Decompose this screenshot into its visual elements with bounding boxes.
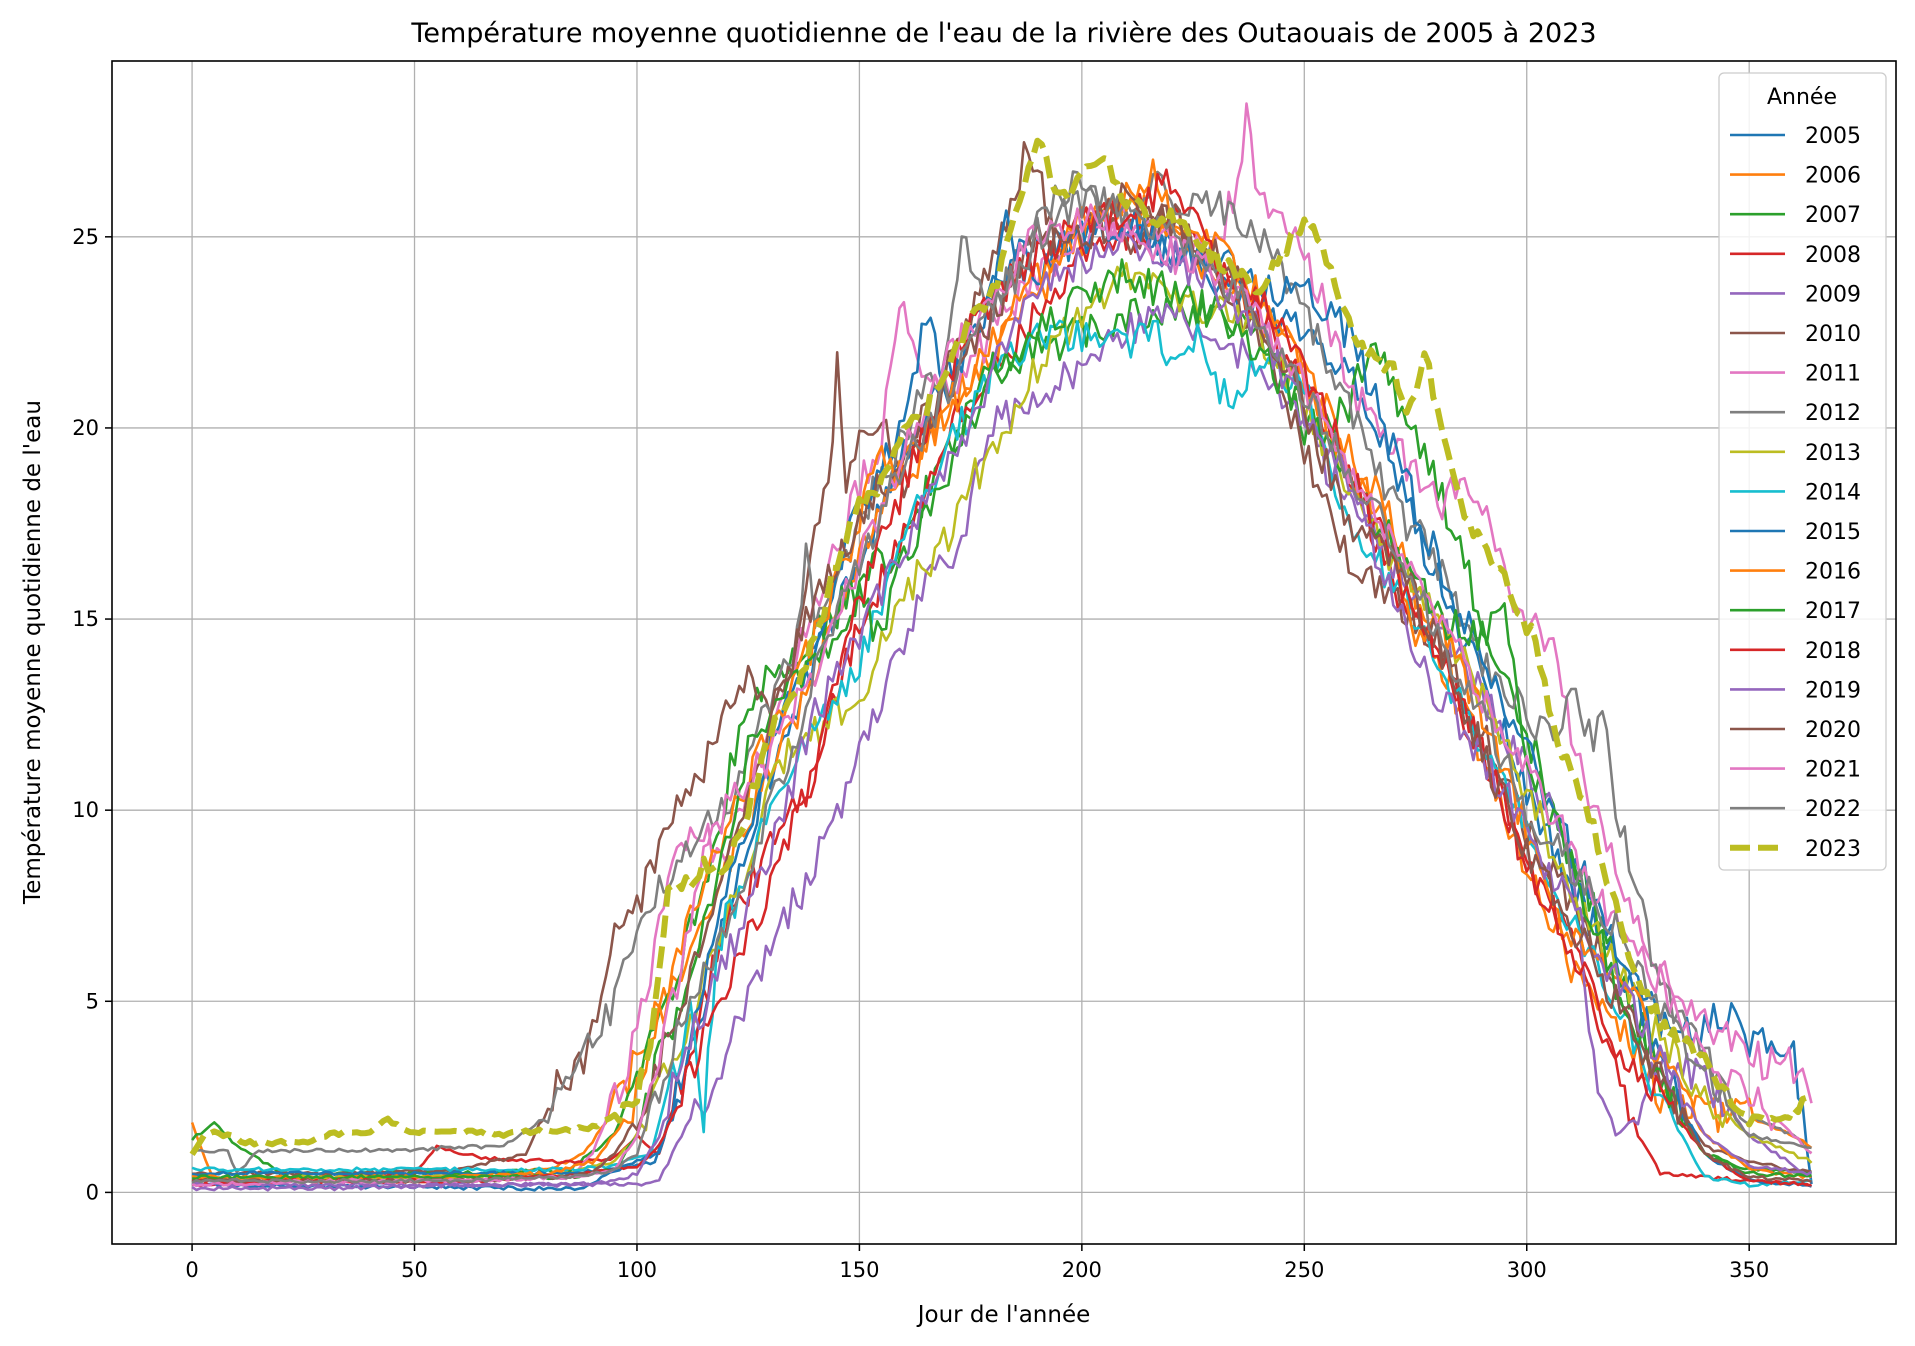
y-tick-label: 0 — [86, 1180, 99, 1204]
legend-items: 2005 2006 2007 2008 2009 2010 2011 2012 2013 2014… — [1730, 124, 1861, 862]
series-line-2019 — [191, 231, 1813, 1192]
legend-label-2009: 2009 — [1805, 282, 1861, 307]
plot-frame — [111, 60, 1897, 1245]
legend-label-2010: 2010 — [1805, 322, 1861, 347]
series-line-2014 — [191, 319, 1812, 1188]
grid — [112, 61, 1896, 1244]
legend-label-2016: 2016 — [1805, 560, 1861, 585]
legend-label-2013: 2013 — [1805, 441, 1861, 466]
legend-label-2008: 2008 — [1805, 243, 1861, 268]
legend-label-2014: 2014 — [1805, 480, 1861, 505]
y-axis-label: Température moyenne quotidienne de l'eau — [20, 400, 46, 905]
series-line-2007 — [191, 297, 1812, 1177]
series-line-2022 — [191, 186, 1812, 1185]
legend-box — [1718, 72, 1887, 871]
legend-label-2015: 2015 — [1805, 520, 1861, 545]
legend-label-2023: 2023 — [1805, 837, 1861, 862]
legend-label-2012: 2012 — [1805, 401, 1861, 426]
legend-label-2022: 2022 — [1805, 797, 1861, 822]
legend-label-2006: 2006 — [1805, 164, 1861, 189]
series-line-2017 — [192, 258, 1812, 1181]
chart-title: Température moyenne quotidienne de l'eau… — [410, 18, 1596, 49]
legend-label-2020: 2020 — [1805, 718, 1861, 743]
legend: Année 2005200620072008200920102011201220… — [1718, 72, 1887, 871]
series-line-2012 — [191, 170, 1813, 1174]
legend-label-2017: 2017 — [1805, 599, 1861, 624]
legend-label-2005: 2005 — [1805, 124, 1861, 149]
legend-label-2007: 2007 — [1805, 203, 1861, 228]
y-tick-label: 10 — [72, 798, 99, 822]
series-line-2023 — [189, 137, 1814, 1157]
x-tick-label: 150 — [839, 1258, 879, 1282]
series-line-2018 — [191, 168, 1812, 1187]
x-tick-label: 0 — [185, 1258, 198, 1282]
legend-label-2019: 2019 — [1805, 678, 1861, 703]
legend-label-2021: 2021 — [1805, 758, 1861, 783]
x-axis-label: Jour de l'année — [916, 1302, 1091, 1328]
y-axis-ticks: 0 5 10 15 20 25 — [72, 225, 112, 1204]
y-tick-label: 25 — [72, 225, 99, 249]
x-tick-label: 50 — [401, 1258, 428, 1282]
plot-lines — [189, 102, 1814, 1192]
y-tick-label: 20 — [72, 416, 99, 440]
x-tick-label: 300 — [1507, 1258, 1547, 1282]
x-tick-label: 100 — [617, 1258, 657, 1282]
legend-title: Année — [1767, 85, 1837, 110]
y-tick-label: 15 — [72, 607, 99, 631]
x-tick-label: 350 — [1729, 1258, 1769, 1282]
y-tick-label: 5 — [86, 989, 99, 1013]
x-tick-label: 250 — [1284, 1258, 1324, 1282]
x-tick-label: 200 — [1062, 1258, 1102, 1282]
legend-label-2018: 2018 — [1805, 639, 1861, 664]
x-axis-ticks: 0 50 100 150 200 250 300 350 — [185, 1244, 1769, 1282]
legend-label-2011: 2011 — [1805, 362, 1861, 387]
